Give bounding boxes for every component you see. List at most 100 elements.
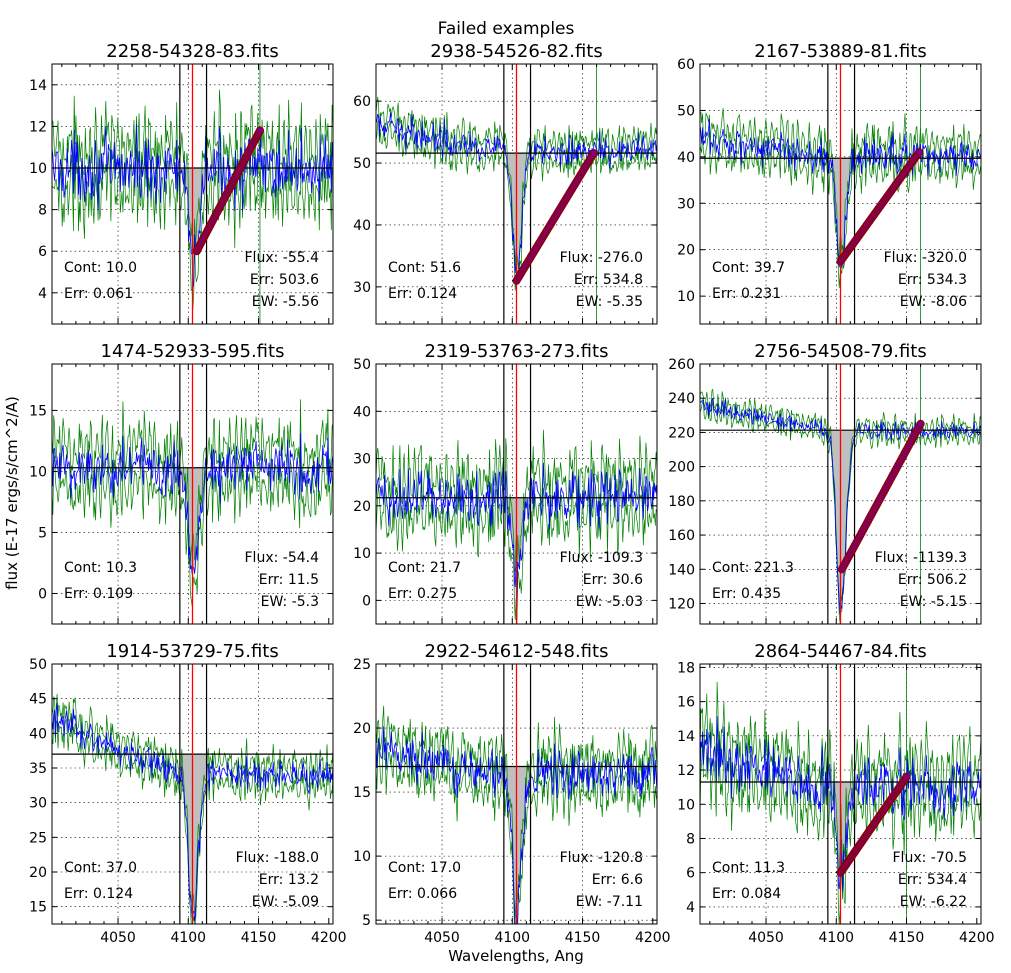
equivalent-width-fill — [179, 168, 207, 288]
annotation-cont: Cont: 39.7 — [712, 260, 785, 276]
y-tick-label: 30 — [677, 196, 695, 212]
annotation-flux: Flux: -120.8 — [560, 850, 643, 866]
annotation-cont: Cont: 17.0 — [388, 860, 461, 876]
ticks — [700, 664, 981, 924]
axes-frame — [375, 63, 658, 325]
y-tick-label: 10 — [677, 289, 695, 305]
axes-frame — [375, 663, 658, 925]
plot-body — [700, 64, 981, 324]
equivalent-width-fill — [827, 430, 855, 615]
y-tick-label: 220 — [668, 425, 695, 441]
fit-markers — [837, 419, 925, 574]
annotation-ew: EW: -5.09 — [252, 894, 319, 910]
annotation-ew: EW: -5.15 — [900, 594, 967, 610]
annotation-err: Err: 0.231 — [712, 286, 781, 302]
y-tick-label: 5 — [362, 913, 371, 929]
annotation-cont: Cont: 21.7 — [388, 560, 461, 576]
x-tick-label: 4050 — [100, 930, 136, 946]
y-tick-label: 15 — [353, 785, 371, 801]
x-tick-label: 4200 — [959, 930, 995, 946]
panel-8: 2922-54612-548.fits 5 10 15 20 25 4050 4100 4150… — [353, 641, 670, 946]
annotation-flux: Flux: -54.4 — [245, 550, 320, 566]
y-tick-label: 18 — [677, 660, 695, 676]
panel-title: 2258-54328-83.fits — [106, 41, 278, 62]
y-tick-label: 10 — [29, 464, 47, 480]
y-tick-label: 30 — [353, 280, 371, 296]
ticks — [376, 64, 657, 324]
x-tick-label: 4100 — [494, 930, 530, 946]
fit-marker — [916, 419, 925, 428]
error-lower-line — [376, 732, 657, 924]
y-tick-label: 40 — [29, 726, 47, 742]
annotation-flux: Flux: -188.0 — [236, 850, 319, 866]
annotation-ew: EW: -5.03 — [576, 594, 643, 610]
y-tick-label: 14 — [29, 78, 47, 94]
panel-title: 1914-53729-75.fits — [106, 641, 278, 662]
y-tick-label: 4 — [686, 900, 695, 916]
plot-body — [376, 364, 657, 624]
ticks — [700, 363, 981, 624]
annotation-flux-err: Err: 11.5 — [259, 572, 319, 588]
annotation-ew: EW: -6.22 — [900, 894, 967, 910]
y-tick-label: 50 — [29, 657, 47, 673]
annotation-err: Err: 0.435 — [712, 586, 781, 602]
annotation-flux-err: Err: 13.2 — [259, 872, 319, 888]
annotation-err: Err: 0.084 — [712, 886, 781, 902]
y-tick-label: 20 — [29, 865, 47, 881]
y-tick-label: 60 — [353, 94, 371, 110]
panel-3: 2167-53889-81.fits 10 20 30 40 50 60 Cont: 39.7… — [677, 41, 982, 325]
figure-ylabel: flux (E-17 ergs/s/cm^2/A) — [3, 396, 21, 590]
y-tick-label: 8 — [686, 831, 695, 847]
annotation-err: Err: 0.275 — [388, 586, 457, 602]
plot-body — [700, 664, 981, 924]
annotation-flux: Flux: -276.0 — [560, 250, 643, 266]
y-tick-label: 10 — [353, 849, 371, 865]
panel-6: 2756-54508-79.fits 120 140 160 180 200 220 240 2… — [668, 341, 982, 625]
y-tick-label: 40 — [353, 218, 371, 234]
y-tick-label: 12 — [29, 119, 47, 135]
axes-frame — [699, 663, 982, 925]
y-tick-label: 16 — [677, 695, 695, 711]
y-tick-label: 6 — [38, 244, 47, 260]
fit-markers — [836, 772, 911, 877]
annotation-cont: Cont: 221.3 — [712, 560, 794, 576]
y-tick-label: 140 — [668, 562, 695, 578]
y-tick-label: 10 — [353, 546, 371, 562]
y-tick-label: 240 — [668, 391, 695, 407]
panel-title: 2922-54612-548.fits — [425, 641, 609, 662]
ticks — [52, 663, 333, 924]
fit-markers — [512, 149, 598, 285]
panel-title: 2756-54508-79.fits — [754, 341, 926, 362]
equivalent-width-fill — [503, 153, 531, 277]
y-tick-label: 10 — [29, 161, 47, 177]
ticks — [376, 663, 657, 924]
x-tick-label: 4200 — [311, 930, 347, 946]
axes-frame — [375, 363, 658, 625]
fit-marker — [915, 148, 924, 157]
annotation-flux-err: Err: 506.2 — [898, 572, 967, 588]
x-tick-label: 4100 — [170, 930, 206, 946]
y-tick-label: 180 — [668, 494, 695, 510]
panel-title: 2167-53889-81.fits — [754, 41, 926, 62]
figure-suptitle: Failed examples — [438, 19, 575, 39]
annotation-cont: Cont: 51.6 — [388, 260, 461, 276]
annotation-flux: Flux: -70.5 — [893, 850, 968, 866]
annotation-err: Err: 0.124 — [64, 886, 133, 902]
ticks — [52, 364, 333, 624]
y-tick-label: 15 — [29, 403, 47, 419]
y-tick-label: 120 — [668, 596, 695, 612]
annotation-flux: Flux: -1139.3 — [875, 550, 967, 566]
y-tick-label: 25 — [353, 657, 371, 673]
y-tick-label: 45 — [29, 692, 47, 708]
y-tick-label: 60 — [677, 57, 695, 73]
y-tick-label: 20 — [353, 721, 371, 737]
spectrum-line — [376, 726, 657, 924]
panel-title: 2864-54467-84.fits — [754, 641, 926, 662]
annotation-flux-err: Err: 534.8 — [574, 272, 643, 288]
annotation-cont: Cont: 10.3 — [64, 560, 137, 576]
y-tick-label: 6 — [686, 866, 695, 882]
fit-markers — [836, 148, 924, 266]
y-tick-label: 8 — [38, 203, 47, 219]
ticks — [700, 63, 981, 324]
